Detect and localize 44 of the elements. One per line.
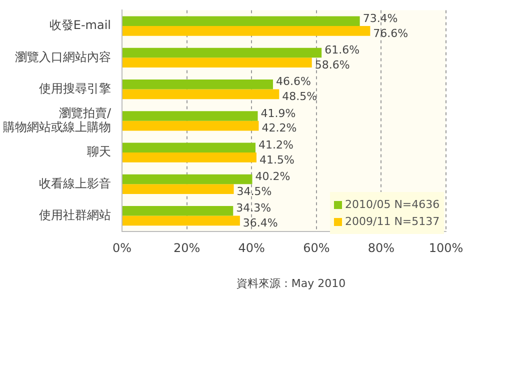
bar (122, 174, 252, 184)
x-tick-label: 40% (238, 240, 265, 255)
bar (122, 89, 280, 100)
bar (122, 120, 259, 131)
data-label: 34.5% (236, 184, 272, 198)
data-label: 41.9% (260, 106, 296, 120)
data-label: 40.2% (255, 170, 290, 184)
bar (122, 79, 273, 90)
bar (122, 26, 370, 36)
bar (122, 184, 234, 194)
bar (122, 58, 312, 68)
data-label: 61.6% (324, 44, 360, 57)
data-label: 41.5% (259, 153, 294, 166)
data-label: 48.5% (282, 90, 318, 104)
data-label: 41.2% (258, 138, 294, 152)
bar (122, 48, 322, 58)
x-tick-label: 80% (368, 240, 395, 255)
y-tick-label: 收看線上影音 (39, 176, 111, 190)
y-tick-label: 聊天 (87, 144, 111, 159)
x-tick-label: 100% (428, 240, 464, 255)
y-tick-label: 使用搜尋引擎 (39, 81, 111, 96)
x-tick-label: 60% (303, 240, 330, 255)
x-tick-label: 0% (112, 240, 132, 255)
data-label: 58.6% (314, 58, 350, 72)
bar (122, 142, 256, 153)
data-label: 42.2% (262, 122, 297, 135)
data-label: 46.6% (276, 75, 311, 88)
bar (122, 111, 258, 121)
y-tick-label: 瀏覽入口網站內容 (15, 50, 111, 64)
source-note: 資料來源：May 2010 (235, 276, 347, 291)
data-label: 36.4% (242, 216, 278, 230)
data-label: 73.4% (362, 12, 398, 25)
data-label: 76.6% (373, 26, 408, 40)
bar (122, 216, 240, 226)
y-tick-label: 瀏覽拍賣/ 購物網站或線上購物 (3, 106, 112, 134)
bar (122, 206, 234, 216)
x-tick-label: 20% (173, 240, 200, 255)
y-tick-label: 收發E-mail (49, 18, 111, 32)
bar (122, 152, 256, 162)
legend-label: 2009/11 N=5137 (345, 215, 440, 228)
y-tick-label: 使用社群網站 (39, 208, 111, 222)
bar (122, 16, 360, 26)
legend-label: 2010/05 N=4636 (345, 198, 440, 211)
data-label: 34.3% (236, 202, 272, 215)
